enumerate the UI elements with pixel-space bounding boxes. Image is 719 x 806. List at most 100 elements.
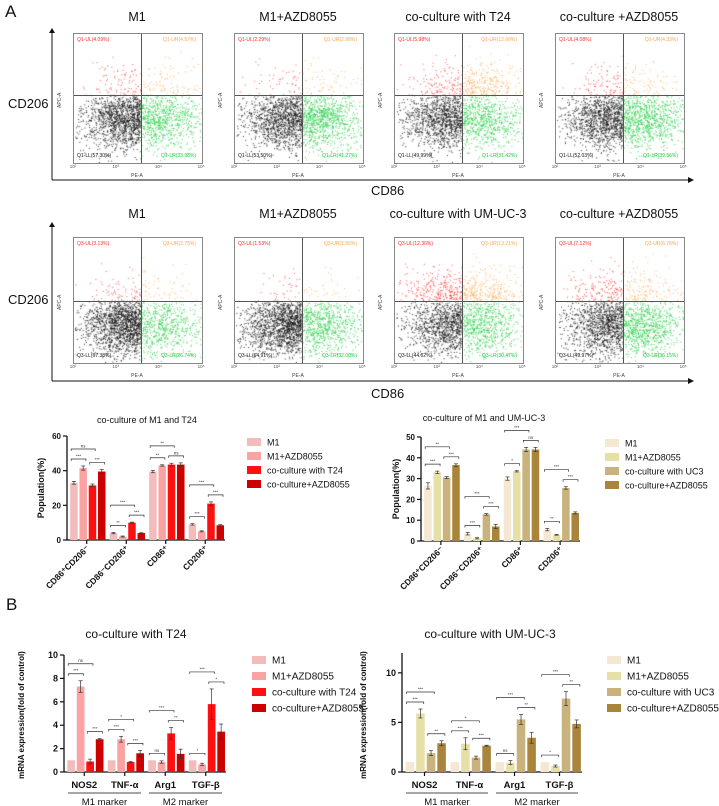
x-category-label: Arg1 [504, 780, 526, 791]
quadrant-label-ll: Q1-LL(52.03%) [559, 153, 594, 159]
significance-label: *** [133, 738, 139, 743]
quadrant-gate-vertical[interactable] [140, 34, 142, 163]
flow-scatter-plot: Q3-UL(1.53%) Q3-UR(1.56%) Q3-LL(64.91%) Q3-… [234, 237, 364, 364]
legend-swatch [247, 452, 261, 460]
significance-label: *** [470, 520, 476, 525]
bar [461, 743, 470, 772]
legend-label: M1+AZD8055 [627, 672, 689, 683]
quadrant-label-ur: Q1-UR(4.33%) [644, 37, 678, 43]
flow-plot-title: M1 [128, 207, 146, 221]
flow-scatter-plot: Q1-UL(4.09%) Q1-UR(4.57%) Q1-LL(57.30%) Q1-… [73, 33, 203, 164]
x-tick-label: 10³ [433, 364, 440, 369]
x-tick-label: 10⁴ [475, 364, 483, 369]
significance-label: *** [479, 733, 485, 738]
bar [176, 753, 185, 772]
bar [522, 449, 530, 541]
flow-plot-title: M1+AZD8055 [259, 10, 337, 24]
y-axis-title: mRNA expression(fold of control) [17, 651, 26, 779]
significance-bracket [108, 728, 125, 732]
quadrant-gate-horizontal[interactable] [395, 300, 523, 302]
quadrant-label-ur: Q3-UR(2.75%) [162, 241, 196, 247]
quadrant-gate-vertical[interactable] [461, 34, 463, 163]
quadrant-gate-vertical[interactable] [301, 34, 303, 163]
bar [543, 529, 551, 541]
legend-label: M1+AZD8055 [272, 672, 334, 683]
x-tick-label: 10² [390, 364, 398, 369]
significance-bracket [108, 718, 134, 722]
y-tick-label: 2 [53, 744, 58, 754]
significance-label: *** [418, 687, 424, 692]
bar [136, 753, 144, 772]
quadrant-label-ul: Q3-UL(3.13%) [77, 241, 110, 247]
quadrant-gate-horizontal[interactable] [74, 94, 202, 96]
legend-swatch [252, 656, 266, 664]
quadrant-label-ul: Q1-UL(4.09%) [77, 37, 110, 43]
bar [188, 524, 197, 540]
significance-bracket [89, 462, 105, 465]
bar [158, 465, 166, 540]
y-tick-label: 8 [53, 673, 58, 683]
quadrant-gate-horizontal[interactable] [556, 300, 684, 302]
legend-swatch [607, 688, 621, 696]
x-tick-label: 10² [551, 364, 559, 369]
bar [442, 477, 451, 541]
quadrant-gate-horizontal[interactable] [556, 94, 684, 96]
significance-label: *** [134, 510, 140, 515]
significance-bracket [562, 684, 581, 687]
bar [79, 468, 87, 540]
legend-swatch [607, 656, 621, 664]
significance-bracket [406, 691, 435, 695]
bar [405, 762, 415, 772]
significance-label: *** [76, 453, 82, 458]
significance-bracket [443, 456, 460, 459]
y-tick-label: 10 [386, 668, 396, 678]
quadrant-gate-horizontal[interactable] [235, 300, 363, 302]
significance-bracket [541, 754, 560, 758]
legend-label: co-culture+AZD8055 [627, 704, 719, 715]
legend-label: co-culture+AZD8055 [267, 480, 350, 490]
significance-label: ** [160, 440, 164, 445]
y-tick-label: 30 [406, 475, 415, 484]
significance-label: *** [430, 459, 436, 464]
quadrant-label-lr: Q3-LR(30.47%) [481, 353, 517, 359]
significance-label: *** [488, 501, 494, 506]
legend-swatch [607, 704, 621, 712]
bar [128, 522, 136, 540]
x-axis-label: PE-A [613, 173, 625, 179]
significance-bracket [504, 463, 520, 466]
x-category-label: CD86⁺ [145, 543, 171, 569]
quadrant-label-lr: Q1-LR(41.27%) [321, 153, 357, 159]
x-tick-label: 10³ [112, 364, 119, 369]
legend-swatch [247, 466, 261, 474]
bar [482, 745, 491, 772]
significance-label: * [196, 748, 198, 753]
significance-label: ns [174, 450, 180, 455]
bar-chart: co-culture of M1 and T24 Population(%) 0 20… [36, 415, 350, 591]
y-tick-label: 10 [48, 650, 58, 660]
bar [216, 525, 225, 540]
bar [572, 723, 581, 772]
bar [167, 464, 176, 540]
x-tick-label: 10³ [433, 164, 440, 169]
bar [86, 761, 94, 772]
panel-a-label: A [5, 2, 17, 21]
quadrant-gate-horizontal[interactable] [395, 94, 523, 96]
flow-scatter-plot: Q1-UL(2.29%) Q1-UR(2.98%) Q1-LL(53.50%) Q1-… [234, 33, 364, 164]
x-tick-label: 10⁴ [154, 164, 162, 169]
quadrant-gate-vertical[interactable] [622, 34, 624, 163]
legend-swatch [252, 688, 266, 696]
y-axis-title: Population(%) [391, 459, 401, 520]
quadrant-gate-horizontal[interactable] [235, 94, 363, 96]
x-tick-label: 10² [551, 164, 559, 169]
quadrant-gate-horizontal[interactable] [74, 300, 202, 302]
x-tick-label: 10² [230, 364, 238, 369]
scatter-points [556, 34, 684, 163]
quadrant-label-ll: Q1-LL(49.99%) [398, 153, 433, 159]
quadrant-label-ul: Q1-UL(2.29%) [238, 37, 271, 43]
significance-bracket [167, 720, 184, 723]
legend-label: co-culture+AZD8055 [625, 481, 708, 491]
significance-bracket [406, 701, 425, 705]
marker-group-label: M1 marker [82, 797, 127, 806]
bar [531, 449, 540, 541]
x-tick-label: 10⁵ [518, 364, 526, 369]
